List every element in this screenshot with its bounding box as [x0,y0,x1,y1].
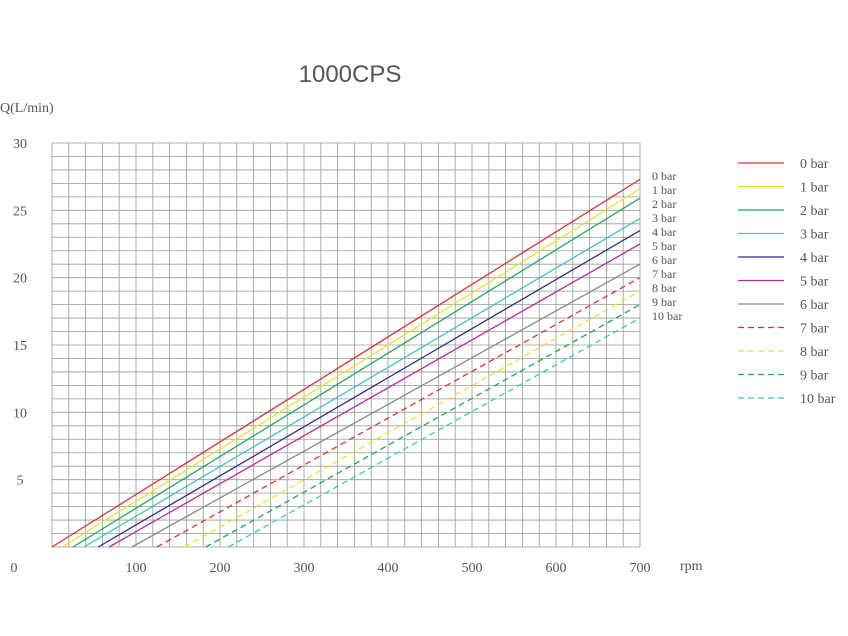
series-line [184,290,641,548]
x-axis-label: rpm [680,559,703,574]
series-line [108,243,641,548]
series-end-label: 2 bar [652,197,676,211]
y-tick-label: 25 [13,204,27,219]
series-line [97,229,641,548]
x-tick-label: 600 [546,561,567,576]
legend-label: 1 bar [800,181,829,196]
y-tick-label: 20 [13,272,27,287]
y-tick-label: 30 [13,137,27,152]
x-tick-label: 700 [630,561,651,576]
series-line [61,188,641,548]
x-tick-label: 300 [294,561,315,576]
series-line [83,217,641,548]
legend-label: 7 bar [800,322,829,337]
legend-label: 0 bar [800,157,829,172]
series-end-label: 10 bar [652,309,682,323]
x-tick-label: 100 [126,561,147,576]
chart-title: 1000CPS [299,61,402,88]
series-line [205,304,641,548]
series-end-label: 4 bar [652,225,676,239]
legend-label: 10 bar [800,392,836,407]
y-tick-label: 15 [13,339,27,354]
x-tick-label: 200 [210,561,231,576]
series-line [228,317,641,548]
series-end-label: 0 bar [652,169,676,183]
series-end-label: 7 bar [652,267,676,281]
series-end-label: 3 bar [652,211,676,225]
x-tick-label: 500 [462,561,483,576]
legend-label: 4 bar [800,251,829,266]
series-end-label: 8 bar [652,281,676,295]
series-line [131,263,641,548]
series-end-label: 1 bar [652,183,676,197]
y-axis-label: Q(L/min) [0,101,54,116]
legend: 0 bar 1 bar 2 bar 3 bar 4 bar 5 bar 6 bar 7 bar… [738,157,836,407]
legend-label: 2 bar [800,204,829,219]
series-line [72,197,641,548]
grid [51,142,641,548]
series-end-label: 6 bar [652,253,676,267]
series-lines [51,178,641,548]
legend-label: 3 bar [800,228,829,243]
series-end-label: 5 bar [652,239,676,253]
legend-label: 5 bar [800,275,829,290]
x-tick-label: 400 [378,561,399,576]
series-line [156,277,641,548]
series-end-label: 9 bar [652,295,676,309]
y-tick-label: 10 [13,406,27,421]
legend-label: 6 bar [800,298,829,313]
legend-label: 8 bar [800,345,829,360]
legend-label: 9 bar [800,369,829,384]
series-line [51,178,641,548]
y-tick-label: 5 [17,474,24,489]
origin-label: 0 [11,561,18,576]
axis-ticks: 100 200 300 400 500 600 700 5 10 15 20 25 30 [13,137,651,576]
